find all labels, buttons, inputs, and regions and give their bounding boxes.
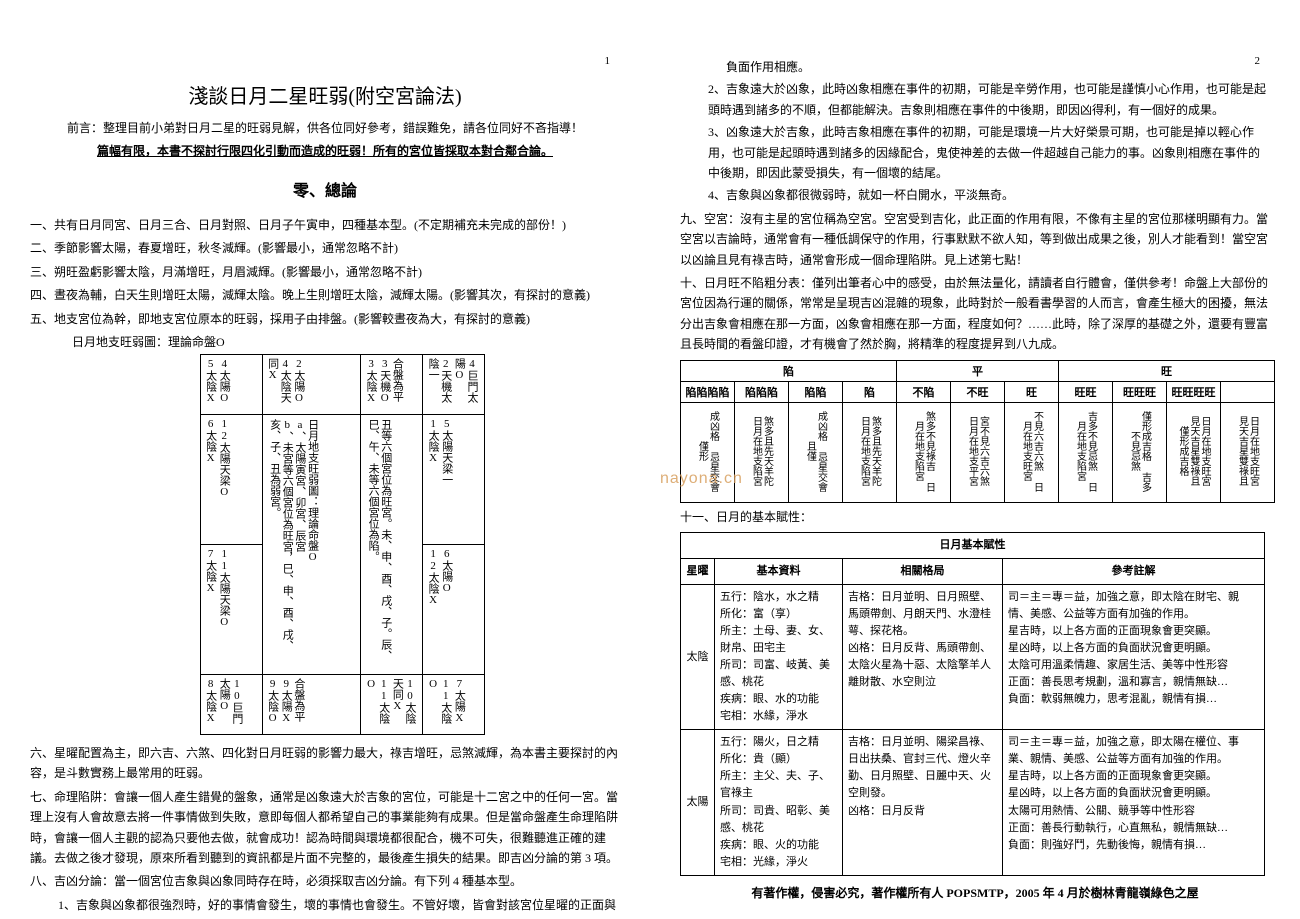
attr-h3: 參考註解 (1003, 558, 1265, 584)
attr-note-1: 司＝主＝專＝益，加強之意，即太陽在權位、事業、親情、美感、公益等方面有加強的作用… (1003, 730, 1265, 875)
item-2: 二、季節影響太陽，春夏增旺，秋冬減輝。(影響最小，通常忽略不計) (30, 238, 620, 258)
ccell-2: 成凶格 忌星交會且僅 (805, 405, 827, 497)
sub-3: 陷 (843, 382, 897, 403)
cell-r3c4-b: 6太陽O (440, 548, 453, 594)
grid-label: 日月地支旺弱圖：理論命盤O (72, 333, 620, 350)
attr-h2: 相關格局 (843, 558, 1003, 584)
ccell-8: 僅形成吉格 吉多不見忌煞 (1129, 405, 1151, 497)
page-number-2: 2 (1255, 55, 1261, 67)
page-1: 1 淺談日月二星旺弱(附空宮論法) 前言：整理目前小弟對日月二星的旺弱見解，供各… (0, 0, 650, 919)
ccell-4: 煞多不見祿吉 日月在地支陷宮 (913, 405, 935, 497)
sub-5: 不旺 (951, 382, 1005, 403)
sun-moon-grid: 5太陰X4太陽O 4太陰天同X2太陽O 3太陰X合盤為平 3天機O 2天機太陰一… (200, 354, 485, 735)
cell-r4c3-b: 10太陰天同X (391, 678, 416, 731)
cell-r3c1-b: 11太陽天梁O (218, 548, 231, 628)
attr-basic-0: 五行：陰水，水之精所化：富（享）所主：土母、妻、女、財帛、田宅主所司：司富、岐黃… (715, 584, 843, 729)
cell-r4c1-b: 10巨門太陽O (218, 678, 243, 731)
cell-r4c2-b: 合盤為平 9太陽X (280, 678, 305, 731)
cell-r4c2-a: 9太陰O (266, 678, 279, 724)
center-right: 丑等六個宮位為旺宮。未、申、酉、戌、子。辰、巳、午、未等六個宮位為陷。 (366, 419, 391, 670)
cell-r2c1-a: 6太陰X (204, 418, 217, 464)
cell-r1c1-a: 5太陰X (204, 358, 217, 404)
group-trap: 陷 (681, 361, 897, 382)
attr-basic-1: 五行：陽火，日之精所化：貴（顯）所主：主父、夫、子、官祿主所司：司貴、昭彰、美感… (715, 730, 843, 875)
sub-4: 不陷 (897, 382, 951, 403)
group-flourish: 旺 (1059, 361, 1275, 382)
right-p2: 2、吉象遠大於凶象，此時凶象相應在事件的初期，可能是辛勞作用，也可能是謹慎小心作… (708, 79, 1270, 120)
cell-r1c1-b: 4太陽O (218, 358, 231, 404)
cell-r4c4-b: 7太陽X (453, 678, 466, 724)
cell-r3c4-a: 12太陰X (426, 548, 439, 606)
attr-star-0: 太陰 (681, 584, 715, 729)
item-7: 七、命理陷阱：會讓一個人產生錯覺的盤象，通常是凶象遠大於吉象的宮位，可能是十二宮… (30, 787, 620, 869)
watermark: nayona.cn (660, 470, 743, 488)
sub-9: 旺旺旺旺 (1167, 382, 1221, 403)
cell-r3c1-a: 7太陰X (204, 548, 217, 594)
attr-h0: 星曜 (681, 558, 715, 584)
right-p3: 3、凶象遠大於吉象，此時吉象相應在事件的初期，可能是環境一片大好榮景可期，也可能… (708, 122, 1270, 183)
sub-10 (1221, 382, 1275, 403)
ccell-7: 吉多不見忌煞 日月在地支陷宮 (1075, 405, 1097, 497)
sub-0: 陷陷陷陷 (681, 382, 735, 403)
cell-r4c1-a: 8太陰X (204, 678, 217, 724)
right-intro: 負面作用相應。 (726, 57, 1270, 77)
item-11: 十一、日月的基本賦性： (680, 507, 1270, 527)
group-flat: 平 (897, 361, 1059, 382)
page-number-1: 1 (605, 55, 611, 67)
right-p4: 4、吉象與凶象都很微弱時，就如一杯白開水，平淡無奇。 (708, 185, 1270, 205)
item-1: 一、共有日月同宮、日月三合、日月對照、日月子午寅申，四種基本型。(不定期補充未完… (30, 215, 620, 235)
copyright: 有著作權，侵害必究，著作權所有人 POPSMTP，2005 年 4 月於樹林青龍… (680, 884, 1270, 901)
sub-2: 陷陷 (789, 382, 843, 403)
cell-r1c3-a: 3太陰X (364, 358, 377, 404)
section-zero-heading: 零、總論 (30, 177, 620, 201)
ccell-10: 日月在地支旺宮 見天吉星雙祿且 (1237, 405, 1259, 497)
item-10: 十、日月旺不陷粗分表：僅列出筆者心中的感受，由於無法量化，請讀者自行體會，僅供參… (680, 273, 1270, 355)
sub-7: 旺旺 (1059, 382, 1113, 403)
sub-8: 旺旺旺 (1113, 382, 1167, 403)
cell-r4c4-a: 11太陰O (426, 678, 451, 731)
item-9: 九、空宮：沒有主星的宮位稱為空宮。空宮受到吉化，此正面的作用有限，不像有主星的宮… (680, 209, 1270, 270)
cell-r4c3-a: 11太陰O (364, 678, 389, 731)
item-3: 三、朔旺盈虧影響太陰，月滿增旺，月眉減輝。(影響最小，通常忽略不計) (30, 262, 620, 282)
preface-line-1: 前言：整理目前小弟對日月二星的旺弱見解，供各位同好參考，錯誤難免，請各位同好不吝… (30, 119, 620, 136)
cell-r2c1-b: 12太陽天梁O (218, 418, 231, 498)
cell-r2c4-b: 5太陽天梁一 (440, 418, 453, 485)
item-8: 八、吉凶分論：當一個宮位吉象與凶象同時存在時，必須採取吉凶分論。有下列 4 種基… (30, 871, 620, 891)
cell-r1c3-b: 合盤為平 3天機O (378, 358, 403, 411)
ccell-5: 宮不見六吉六煞 日月在地支平宮 (967, 405, 989, 497)
cell-r1c4-a: 2天機太陰一 (426, 358, 451, 411)
classification-table: 陷 平 旺 陷陷陷陷 陷陷陷 陷陷 陷 不陷 不旺 旺 旺旺 旺旺旺 旺旺旺旺 … (680, 360, 1275, 503)
attr-star-1: 太陽 (681, 730, 715, 875)
ccell-3: 煞多且先天羊陀 日月在地支陷宮 (859, 405, 881, 497)
ccell-6: 不見六吉六煞 日月在地支旺宮 (1021, 405, 1043, 497)
preface-line-2: 篇幅有限，本書不探討行限四化引動而造成的旺弱！所有的宮位皆採取本對合鄰合論。 (30, 142, 620, 159)
ccell-1: 煞多且先天羊陀 日月在地支陷宮 (751, 405, 773, 497)
attr-note-0: 司＝主＝專＝益，加強之意，即太陰在財宅、親情、美感、公益等方面有加強的作用。星吉… (1003, 584, 1265, 729)
center-left: 日月地支旺弱圖：理論命盤Oa、太陽寅宮、卯宮、辰宮b、未宮等六個宮位為旺宮，巳、… (268, 419, 319, 670)
ccell-9: 日月在地支旺宮 見天吉星雙祿且 僅形成吉格 (1177, 405, 1210, 497)
cell-r2c4-a: 1太陰X (426, 418, 439, 464)
sub-1: 陷陷陷 (735, 382, 789, 403)
cell-r1c2-a: 4太陰天同X (266, 358, 291, 411)
page-2: 2 負面作用相應。 2、吉象遠大於凶象，此時凶象相應在事件的初期，可能是辛勞作用… (650, 0, 1300, 919)
cell-r1c2-b: 2太陽O (292, 358, 305, 404)
item-6: 六、星曜配置為主，即六吉、六煞、四化對日月旺弱的影響力最大，祿吉增旺，忌煞減輝，… (30, 743, 620, 784)
attr-h1: 基本資料 (715, 558, 843, 584)
item-5: 五、地支宮位為幹，即地支宮位原本的旺弱，採用子由排盤。(影響較晝夜為大，有探討的… (30, 309, 620, 329)
sub-6: 旺 (1005, 382, 1059, 403)
item-4: 四、晝夜為輔，白天生則增旺太陽，減輝太陰。晚上生則增旺太陰，減輝太陽。(影響其次… (30, 285, 620, 305)
item-8-1: 1、吉象與凶象都很強烈時，好的事情會發生，壞的事情也會發生。不管好壞，皆會對該宮… (58, 895, 620, 915)
cell-r1c4-b: 4巨門太陽O (453, 358, 478, 411)
attributes-table: 日月基本賦性 星曜 基本資料 相關格局 參考註解 太陰 五行：陰水，水之精所化：… (680, 532, 1265, 876)
doc-title: 淺談日月二星旺弱(附空宮論法) (30, 80, 620, 109)
attr-geju-0: 吉格：日月並明、日月照壁、馬頭帶劍、月朗天門、水澄桂萼、探花格。凶格：日月反背、… (843, 584, 1003, 729)
attr-geju-1: 吉格：日月並明、陽梁昌祿、日出扶桑、官封三代、燈火辛勤、日月照壁、日麗中天、火空… (843, 730, 1003, 875)
attr-title: 日月基本賦性 (681, 532, 1265, 558)
